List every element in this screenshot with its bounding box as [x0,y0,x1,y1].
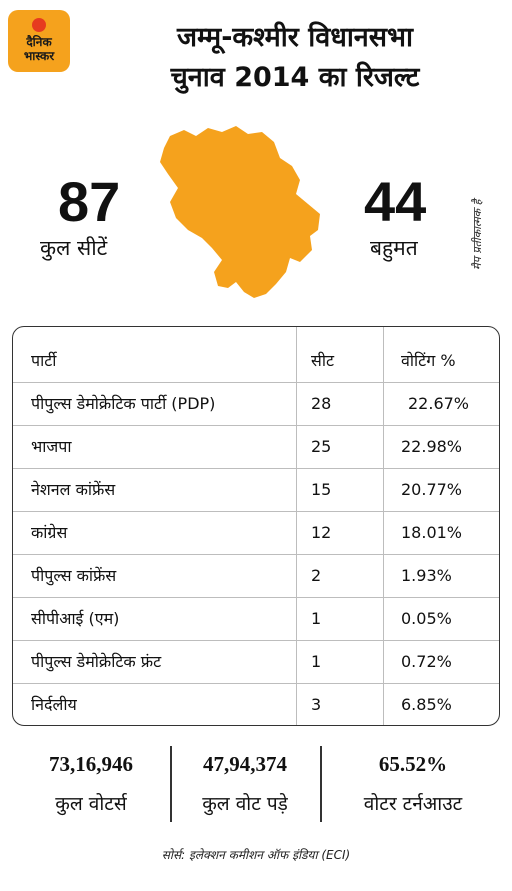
jk-map-icon [160,126,320,298]
majority-label: बहुमत [370,236,418,260]
vote-share: 20.77% [401,480,463,499]
seat-count: 1 [311,652,322,671]
table-row: नेशनल कांफ्रेंस 15 20.77% [13,468,499,512]
party-name: भाजपा [31,437,72,456]
seat-count: 1 [311,609,322,628]
seat-count: 15 [311,480,332,499]
vote-share: 6.85% [401,695,452,714]
stat-divider [320,746,322,822]
page-title: जम्मू-कश्मीर विधानसभा चुनाव 2014 का रिजल… [80,18,510,98]
vote-share: 0.05% [401,609,452,628]
header-seats: सीट [311,351,335,370]
table-row: भाजपा 25 22.98% [13,425,499,469]
seat-count: 2 [311,566,322,585]
total-seats-label: कुल सीटें [40,236,108,260]
jk-map-shape [160,126,320,298]
map-note: मैप प्रतीकात्मक है [471,199,484,270]
table-row: पीपुल्स कांफ्रेंस 2 1.93% [13,554,499,598]
brand-line-1: दैनिक [26,35,52,49]
table-row: कांग्रेस 12 18.01% [13,511,499,555]
stat-divider [170,746,172,822]
vote-share: 22.98% [401,437,463,456]
votes-cast-value: 47,94,374 [203,752,287,776]
title-line-1: जम्मू-कश्मीर विधानसभा [176,22,414,53]
party-name: कांग्रेस [31,523,68,542]
total-voters-label: कुल वोटर्स [55,793,127,815]
source-note: सोर्स: इलेक्शन कमीशन ऑफ इंडिया (ECI) [161,848,351,862]
column-divider [383,327,384,725]
table-row: पीपुल्स डेमोक्रेटिक फ्रंट 1 0.72% [13,640,499,684]
party-name: नेशनल कांफ्रेंस [31,480,116,499]
vote-share: 1.93% [401,566,452,585]
brand-logo: दैनिक भास्कर [8,10,70,72]
table-row: सीपीआई (एम) 1 0.05% [13,597,499,641]
party-name: पीपुल्स डेमोक्रेटिक फ्रंट [31,652,162,671]
title-line-2: चुनाव 2014 का रिजल्ट [170,62,420,93]
party-name: निर्दलीय [31,695,77,714]
majority-value: 44 [364,170,427,233]
party-name: पीपुल्स डेमोक्रेटिक पार्टी (PDP) [31,394,216,413]
party-name: पीपुल्स कांफ्रेंस [31,566,117,585]
vote-share: 18.01% [401,523,463,542]
turnout-label: वोटर टर्नआउट [363,793,463,815]
seat-count: 3 [311,695,322,714]
total-voters-value: 73,16,946 [49,752,133,776]
turnout-value: 65.52% [378,752,448,776]
brand-line-2: भास्कर [23,49,55,63]
seat-count: 25 [311,437,332,456]
results-table: पार्टी सीट वोटिंग % पीपुल्स डेमोक्रेटिक … [12,326,500,726]
header-vote-share: वोटिंग % [401,351,456,370]
sun-icon [32,18,46,32]
header-party: पार्टी [31,351,57,370]
table-header-row: पार्टी सीट वोटिंग % [13,339,499,383]
vote-share: 0.72% [401,652,452,671]
votes-cast-label: कुल वोट पड़े [202,793,288,815]
party-name: सीपीआई (एम) [31,609,120,628]
vote-share: 22.67% [408,394,470,413]
table-row: पीपुल्स डेमोक्रेटिक पार्टी (PDP) 28 22.6… [13,382,499,426]
column-divider [296,327,297,725]
seat-count: 12 [311,523,332,542]
seat-count: 28 [311,394,332,413]
table-row: निर्दलीय 3 6.85% [13,683,499,725]
total-seats-value: 87 [58,170,121,233]
